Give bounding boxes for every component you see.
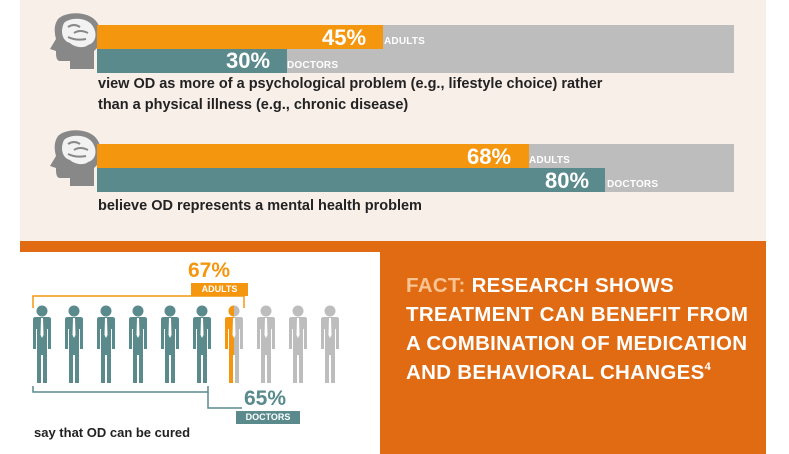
person-icon — [161, 305, 179, 383]
fact-box: FACT: RESEARCH SHOWS TREATMENT CAN BENEF… — [380, 241, 766, 454]
doctors-percent-2: 80% — [545, 168, 590, 193]
adults-bracket — [32, 295, 245, 308]
stat-text-1: view OD as more of a psychological probl… — [98, 74, 602, 116]
person-icon — [225, 305, 243, 383]
doctors-label-1: DOCTORS — [287, 60, 339, 71]
adults-bar-1 — [97, 25, 383, 49]
cure-adults-percent: 67% — [188, 259, 231, 282]
doctors-percent-1: 30% — [226, 48, 271, 73]
cure-text: say that OD can be cured — [34, 425, 191, 440]
head-brain-icon — [50, 13, 102, 69]
divider-bar — [20, 241, 380, 252]
fact-text: FACT: RESEARCH SHOWS TREATMENT CAN BENEF… — [406, 271, 756, 387]
person-icon — [129, 305, 147, 383]
doctors-label-2: DOCTORS — [607, 179, 659, 190]
doctors-bar-1 — [97, 49, 287, 73]
cure-doctors-label: DOCTORS — [236, 411, 300, 424]
stat-text-1-line1: view OD as more of a psychological probl… — [98, 76, 603, 92]
cure-adults-label: ADULTS — [191, 283, 248, 296]
stat-text-2: believe OD represents a mental health pr… — [98, 198, 422, 214]
person-icon — [289, 305, 307, 383]
person-icon — [257, 305, 275, 383]
fact-body: RESEARCH SHOWS TREATMENT CAN BENEFIT FRO… — [406, 274, 749, 384]
adults-bar-2 — [97, 144, 529, 168]
adults-percent-2: 68% — [467, 144, 512, 169]
person-icon — [65, 305, 83, 383]
head-brain-icon — [50, 130, 102, 186]
cure-doctors-percent: 65% — [244, 387, 287, 410]
fact-footnote: 4 — [704, 361, 711, 373]
adults-label-1: ADULTS — [384, 36, 426, 47]
person-icon — [33, 305, 51, 383]
doctors-bar-2 — [97, 168, 605, 192]
person-icon — [193, 305, 211, 383]
doctors-bracket — [32, 386, 242, 409]
stat-text-1-line2: than a physical illness (e.g., chronic d… — [98, 97, 409, 113]
people-figures — [33, 305, 339, 383]
fact-label: FACT: — [406, 274, 466, 297]
person-icon — [321, 305, 339, 383]
person-icon — [97, 305, 115, 383]
adults-label-2: ADULTS — [529, 155, 571, 166]
adults-percent-1: 45% — [322, 25, 367, 50]
